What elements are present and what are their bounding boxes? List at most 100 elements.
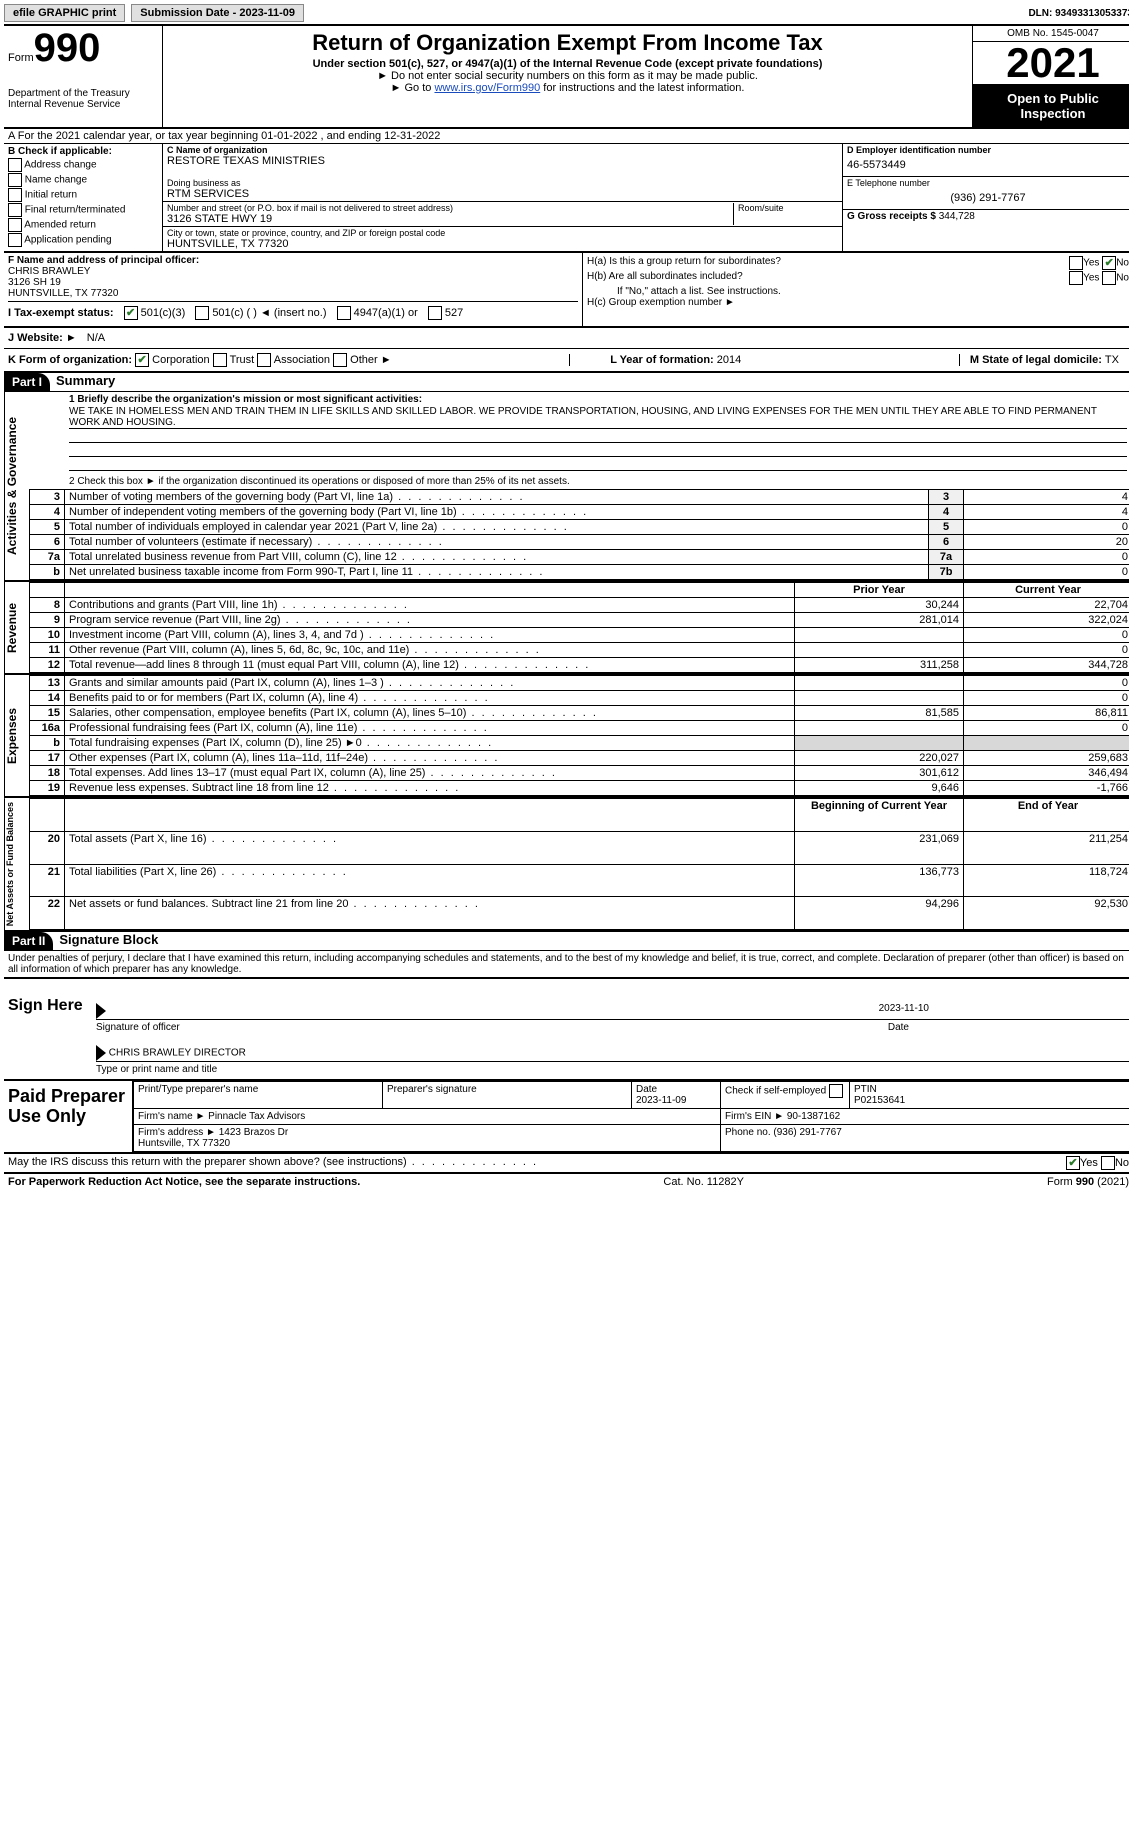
chk-address[interactable]: Address change xyxy=(8,158,158,172)
discuss-yes-lbl: Yes xyxy=(1080,1157,1098,1169)
discuss-no[interactable] xyxy=(1101,1156,1115,1170)
table-row: 18Total expenses. Add lines 13–17 (must … xyxy=(30,766,1129,781)
discuss-yes[interactable]: ✔ xyxy=(1066,1156,1080,1170)
note2-post: for instructions and the latest informat… xyxy=(540,82,744,94)
k-o2: Trust xyxy=(230,354,255,366)
table-header: Beginning of Current YearEnd of Year xyxy=(30,799,1129,832)
ha-no-lbl: No xyxy=(1116,258,1129,269)
form-title: Return of Organization Exempt From Incom… xyxy=(169,30,966,56)
cell-city: City or town, state or province, country… xyxy=(163,227,842,251)
sidebar-netassets: Net Assets or Fund Balances xyxy=(4,798,29,930)
chk-final[interactable]: Final return/terminated xyxy=(8,203,158,217)
chk-corp[interactable]: ✔ Corporation xyxy=(135,354,210,366)
table-row: 7aTotal unrelated business revenue from … xyxy=(30,550,1129,565)
firm-phone: (936) 291-7767 xyxy=(773,1127,841,1138)
l-lbl: L Year of formation: xyxy=(610,354,717,366)
l-val: 2014 xyxy=(717,354,741,366)
part2-num: Part II xyxy=(4,932,53,950)
footer-pra: For Paperwork Reduction Act Notice, see … xyxy=(8,1176,360,1188)
c-name: RESTORE TEXAS MINISTRIES xyxy=(167,155,838,167)
prep-date: 2023-11-09 xyxy=(636,1095,686,1106)
col-c: C Name of organization RESTORE TEXAS MIN… xyxy=(163,144,842,251)
chk-initial[interactable]: Initial return xyxy=(8,188,158,202)
table-row: 15Salaries, other compensation, employee… xyxy=(30,706,1129,721)
chk-assoc[interactable]: Association xyxy=(257,354,330,366)
d-tel: (936) 291-7767 xyxy=(847,188,1129,208)
hb-no[interactable] xyxy=(1102,271,1116,285)
sign-content: 2023-11-10 Signature of officer Date CHR… xyxy=(92,979,1129,1079)
submission-label: Submission Date - xyxy=(140,7,239,19)
open-public: Open to Public Inspection xyxy=(973,85,1129,127)
k-o1: Corporation xyxy=(152,354,209,366)
part2-title: Signature Block xyxy=(53,932,158,950)
table-row: 3Number of voting members of the governi… xyxy=(30,490,1129,505)
chk-pending[interactable]: Application pending xyxy=(8,233,158,247)
j-val: N/A xyxy=(87,332,105,344)
part1-header: Part I Summary xyxy=(4,373,1129,392)
col-b: B Check if applicable: Address change Na… xyxy=(4,144,163,251)
firm-ein-lbl: Firm's EIN ► xyxy=(725,1111,784,1122)
i-lbl: I Tax-exempt status: xyxy=(8,307,114,319)
part1-revenue: Revenue Prior YearCurrent Year8Contribut… xyxy=(4,580,1129,673)
c-dba-lbl: Doing business as xyxy=(167,178,838,188)
part2-header: Part II Signature Block xyxy=(4,932,1129,951)
form-subtitle: Under section 501(c), 527, or 4947(a)(1)… xyxy=(169,58,966,70)
chk-amended[interactable]: Amended return xyxy=(8,218,158,232)
opt-address: Address change xyxy=(24,160,96,171)
table-row: 8Contributions and grants (Part VIII, li… xyxy=(30,598,1129,613)
paid-block: Paid Preparer Use Only Print/Type prepar… xyxy=(4,1081,1129,1154)
efile-button[interactable]: efile GRAPHIC print xyxy=(4,4,125,22)
firm-name-lbl: Firm's name ► xyxy=(138,1111,205,1122)
chk-name[interactable]: Name change xyxy=(8,173,158,187)
sig-date: 2023-11-10 xyxy=(879,1003,1129,1019)
i-o3: 4947(a)(1) or xyxy=(354,307,418,319)
sidebar-revenue: Revenue xyxy=(4,582,29,673)
table-row: 20Total assets (Part X, line 16)231,0692… xyxy=(30,831,1129,864)
chk-501c[interactable]: 501(c) ( ) ◄ (insert no.) xyxy=(195,306,326,320)
c-room-lbl: Room/suite xyxy=(738,203,838,213)
ha-yes[interactable] xyxy=(1069,256,1083,270)
footer: For Paperwork Reduction Act Notice, see … xyxy=(4,1174,1129,1190)
cell-orgname: C Name of organization RESTORE TEXAS MIN… xyxy=(163,144,842,202)
chk-4947[interactable]: 4947(a)(1) or xyxy=(337,306,418,320)
f-addr2: HUNTSVILLE, TX 77320 xyxy=(8,288,118,299)
prep-sig-lbl: Preparer's signature xyxy=(387,1084,477,1095)
chk-527[interactable]: 527 xyxy=(428,306,463,320)
discuss-lbl: May the IRS discuss this return with the… xyxy=(8,1156,538,1170)
table-row: bTotal fundraising expenses (Part IX, co… xyxy=(30,736,1129,751)
opt-amended: Amended return xyxy=(24,220,96,231)
line-a-begin: 01-01-2022 xyxy=(261,130,317,142)
hb-no-lbl: No xyxy=(1116,273,1129,284)
k-o4: Other ► xyxy=(350,354,391,366)
note2-pre: Go to xyxy=(405,82,435,94)
table-row: 6Total number of volunteers (estimate if… xyxy=(30,535,1129,550)
table-header: Prior YearCurrent Year xyxy=(30,583,1129,598)
row-fh: F Name and address of principal officer:… xyxy=(4,253,1129,328)
submission-button[interactable]: Submission Date - 2023-11-09 xyxy=(131,4,304,22)
firm-addr-lbl: Firm's address ► xyxy=(138,1127,216,1138)
table-row: 11Other revenue (Part VIII, column (A), … xyxy=(30,643,1129,658)
part1-netassets: Net Assets or Fund Balances Beginning of… xyxy=(4,796,1129,932)
hb-note: If "No," attach a list. See instructions… xyxy=(587,286,1129,297)
f-name: CHRIS BRAWLEY xyxy=(8,266,90,277)
irs-link[interactable]: www.irs.gov/Form990 xyxy=(434,82,540,94)
dept-label: Department of the Treasury Internal Reve… xyxy=(8,88,158,110)
ha-yes-lbl: Yes xyxy=(1083,258,1099,269)
d-ein: 46-5573449 xyxy=(847,155,1129,175)
cell-street: Number and street (or P.O. box if mail i… xyxy=(163,202,842,227)
ha-no[interactable]: ✔ xyxy=(1102,256,1116,270)
table-row: 22Net assets or fund balances. Subtract … xyxy=(30,897,1129,930)
part1-expenses: Expenses 13Grants and similar amounts pa… xyxy=(4,673,1129,796)
c-dba: RTM SERVICES xyxy=(167,188,838,200)
sidebar-expenses: Expenses xyxy=(4,675,29,796)
paid-table: Print/Type preparer's name Preparer's si… xyxy=(133,1081,1129,1152)
chk-trust[interactable]: Trust xyxy=(213,354,255,366)
table-row: 5Total number of individuals employed in… xyxy=(30,520,1129,535)
f-lbl: F Name and address of principal officer: xyxy=(8,255,199,266)
table-row: 19Revenue less expenses. Subtract line 1… xyxy=(30,781,1129,796)
chk-501c3[interactable]: ✔ 501(c)(3) xyxy=(124,306,186,320)
hb-yes[interactable] xyxy=(1069,271,1083,285)
chk-other[interactable]: Other ► xyxy=(333,354,392,366)
m-val: TX xyxy=(1105,354,1119,366)
chk-selfemp[interactable] xyxy=(829,1084,843,1098)
